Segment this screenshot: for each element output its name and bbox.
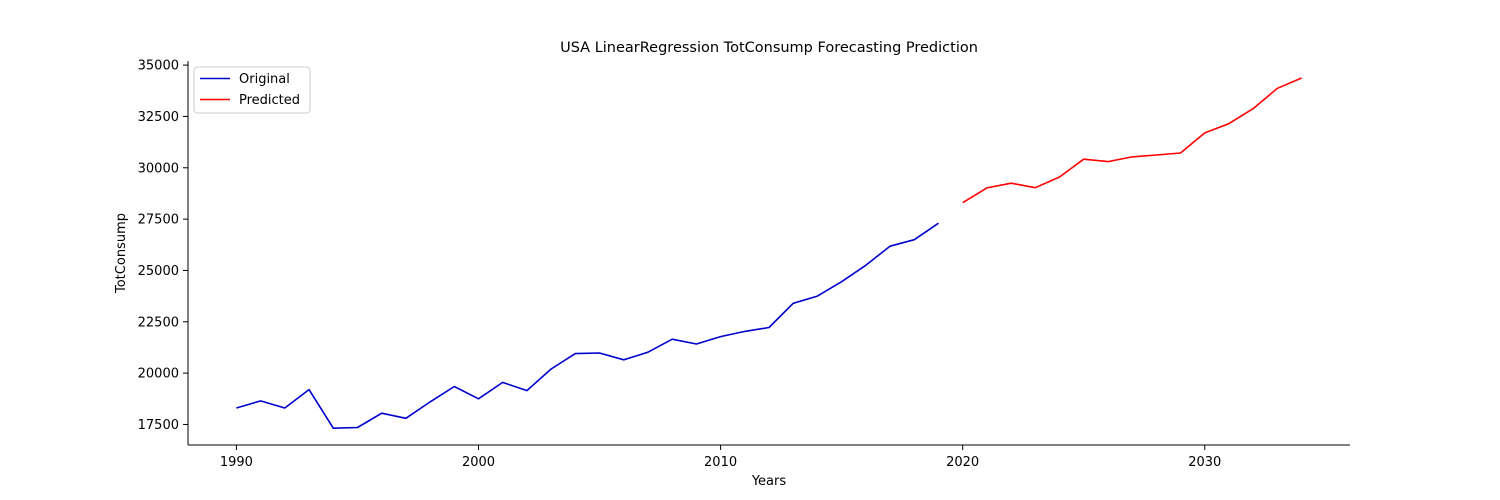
y-tick-label: 20000	[138, 367, 179, 382]
data-point-original	[283, 407, 286, 410]
legend: Original Predicted	[193, 66, 311, 114]
data-point-original	[308, 388, 311, 391]
y-tick-label: 25000	[138, 264, 179, 279]
x-tick-label: 1990	[220, 455, 253, 470]
y-tick-label: 30000	[138, 161, 179, 176]
data-point-original	[477, 397, 480, 400]
data-point-original	[889, 245, 892, 248]
series-line-predicted	[962, 77, 1302, 204]
data-point-predicted	[1106, 160, 1109, 163]
y-ticks: 17500 20000 22500 25000 27500 30000 32500 35000	[138, 59, 188, 433]
data-point-original	[719, 335, 722, 338]
legend-label-predicted: Predicted	[239, 93, 300, 108]
y-tick-label: 35000	[138, 59, 179, 74]
data-point-predicted	[1082, 158, 1085, 161]
y-axis-label: TotConsump	[114, 213, 129, 294]
data-point-original	[380, 412, 383, 415]
data-point-original	[695, 343, 698, 346]
data-point-original	[937, 222, 940, 225]
x-tick-label: 2030	[1188, 455, 1221, 470]
data-point-original	[768, 326, 771, 329]
data-point-predicted	[1058, 176, 1061, 179]
data-point-original	[913, 238, 916, 241]
data-point-predicted	[1228, 122, 1231, 125]
chart-title: USA LinearRegression TotConsump Forecast…	[560, 40, 978, 56]
y-tick-label: 17500	[138, 418, 179, 433]
data-point-predicted	[1276, 87, 1279, 90]
data-point-predicted	[961, 201, 964, 204]
data-point-original	[792, 302, 795, 305]
data-point-original	[622, 358, 625, 361]
data-point-original	[429, 400, 432, 403]
data-point-original	[574, 352, 577, 355]
data-point-predicted	[1179, 152, 1182, 155]
data-point-original	[235, 407, 238, 410]
x-tick-label: 2010	[704, 455, 737, 470]
y-tick-label: 27500	[138, 213, 179, 228]
series-line-original	[236, 222, 939, 430]
data-point-predicted	[1203, 131, 1206, 134]
data-point-predicted	[1131, 155, 1134, 158]
data-point-original	[525, 389, 528, 392]
data-point-original	[550, 368, 553, 371]
data-point-original	[816, 295, 819, 298]
data-point-original	[743, 330, 746, 333]
data-point-predicted	[1010, 182, 1013, 185]
data-point-original	[840, 280, 843, 283]
data-point-original	[453, 385, 456, 388]
data-point-original	[356, 426, 359, 429]
x-tick-label: 2020	[946, 455, 979, 470]
y-tick-label: 22500	[138, 315, 179, 330]
data-point-original	[598, 352, 601, 355]
legend-label-original: Original	[239, 72, 290, 87]
data-point-predicted	[1155, 154, 1158, 157]
series-layer	[235, 77, 1303, 430]
x-tick-label: 2000	[462, 455, 495, 470]
y-tick-label: 32500	[138, 110, 179, 125]
data-point-predicted	[1034, 186, 1037, 189]
data-point-original	[501, 381, 504, 384]
data-point-original	[647, 351, 650, 354]
data-point-predicted	[1252, 107, 1255, 110]
x-axis-label: Years	[751, 474, 787, 489]
data-point-original	[671, 338, 674, 341]
data-point-original	[332, 427, 335, 430]
data-point-original	[864, 264, 867, 267]
data-point-original	[259, 399, 262, 402]
data-point-predicted	[985, 186, 988, 189]
x-ticks: 1990 2000 2010 2020 2030	[220, 445, 1221, 470]
data-point-original	[404, 417, 407, 420]
data-point-predicted	[1300, 77, 1303, 80]
